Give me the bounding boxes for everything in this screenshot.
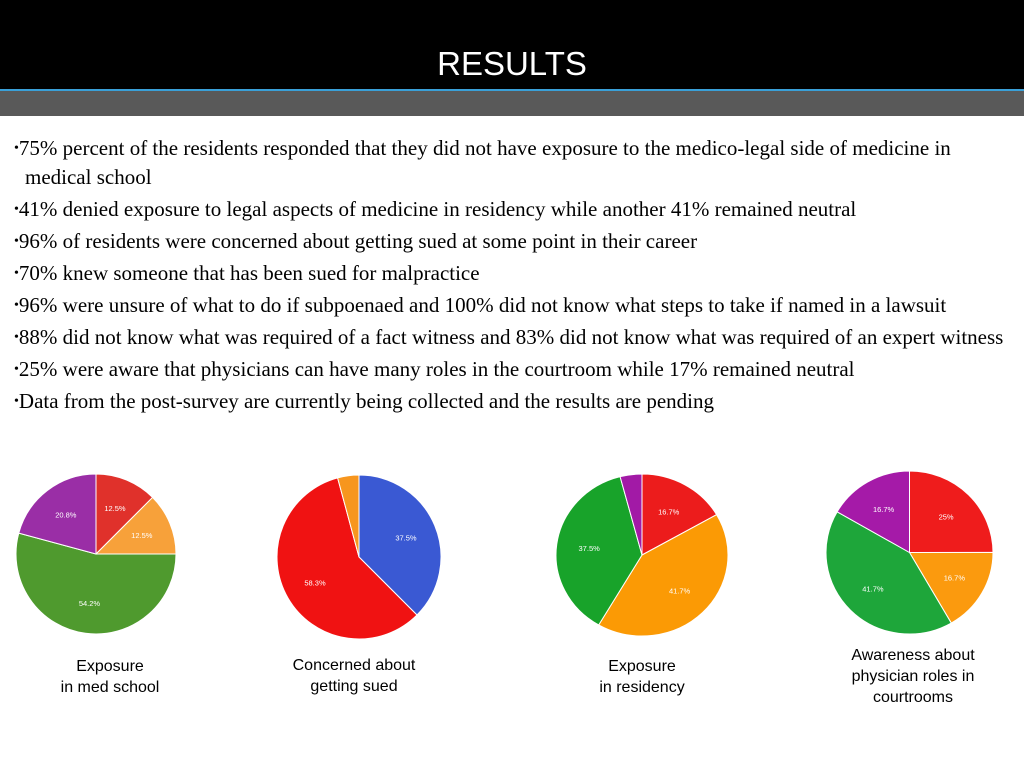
- pie-slice: [95, 473, 154, 556]
- bullet-item: 96% were unsure of what to do if subpoen…: [14, 291, 1014, 320]
- slice-label: 58.3%: [304, 578, 326, 587]
- pie-slice: [836, 470, 910, 554]
- bullet-item: 25% were aware that physicians can have …: [14, 355, 1014, 384]
- pie-slice: [336, 474, 360, 558]
- pie-chart-med-school: 12.5% 12.5% 54.2% 20.8%: [15, 473, 177, 635]
- pie-slice: [908, 551, 994, 624]
- pie-slice: [641, 473, 718, 556]
- bullet-item: 96% of residents were concerned about ge…: [14, 227, 1014, 256]
- pie-chart-residency: 16.7% 41.7% 37.5%: [555, 473, 729, 637]
- bullet-item: Data from the post-survey are currently …: [14, 387, 1014, 416]
- slice-label: 41.7%: [669, 587, 691, 596]
- slice-label: 54.2%: [79, 599, 101, 608]
- pie-slice: [825, 511, 952, 635]
- slice-label: 16.7%: [658, 508, 680, 517]
- pie-slice: [94, 496, 177, 555]
- slice-label: 12.5%: [131, 531, 153, 540]
- pie-slice: [619, 473, 643, 556]
- pie-slice: [358, 474, 442, 616]
- pie-slice: [15, 532, 177, 635]
- pie-chart-awareness-roles: 25% 16.7% 41.7% 16.7%: [825, 470, 994, 635]
- bullet-item: 70% knew someone that has been sued for …: [14, 259, 1014, 288]
- pie-slice: [276, 477, 418, 640]
- caption-concerned-sued: Concerned about getting sued: [292, 657, 416, 695]
- caption-med-school: Exposure in med school: [60, 658, 160, 696]
- slice-label: 25%: [939, 513, 954, 522]
- title-bar: RESULTS: [0, 0, 1024, 91]
- slice-label: 41.7%: [862, 584, 884, 593]
- slice-label: 12.5%: [104, 504, 126, 513]
- pie-chart-concerned-sued: 37.5% 58.3%: [276, 474, 442, 640]
- slice-label: 16.7%: [873, 505, 895, 514]
- slice-label: 37.5%: [579, 544, 601, 553]
- header-divider-bar: [0, 91, 1024, 116]
- bullet-item: 88% did not know what was required of a …: [14, 323, 1014, 352]
- bullet-item: 75% percent of the residents responded t…: [14, 134, 1014, 192]
- caption-awareness-roles: Awareness about physician roles in court…: [851, 647, 975, 706]
- page-title: RESULTS: [437, 45, 587, 82]
- pie-slice: [909, 470, 994, 554]
- slice-label: 16.7%: [944, 574, 966, 583]
- pie-slice: [555, 476, 643, 626]
- caption-residency: Exposure in residency: [599, 658, 685, 696]
- results-bullet-list: 75% percent of the residents responded t…: [14, 134, 1014, 419]
- pie-slice: [597, 513, 729, 637]
- slice-label: 37.5%: [395, 534, 417, 543]
- bullet-item: 41% denied exposure to legal aspects of …: [14, 195, 1014, 224]
- pie-slice: [18, 473, 97, 555]
- slice-label: 20.8%: [55, 511, 77, 520]
